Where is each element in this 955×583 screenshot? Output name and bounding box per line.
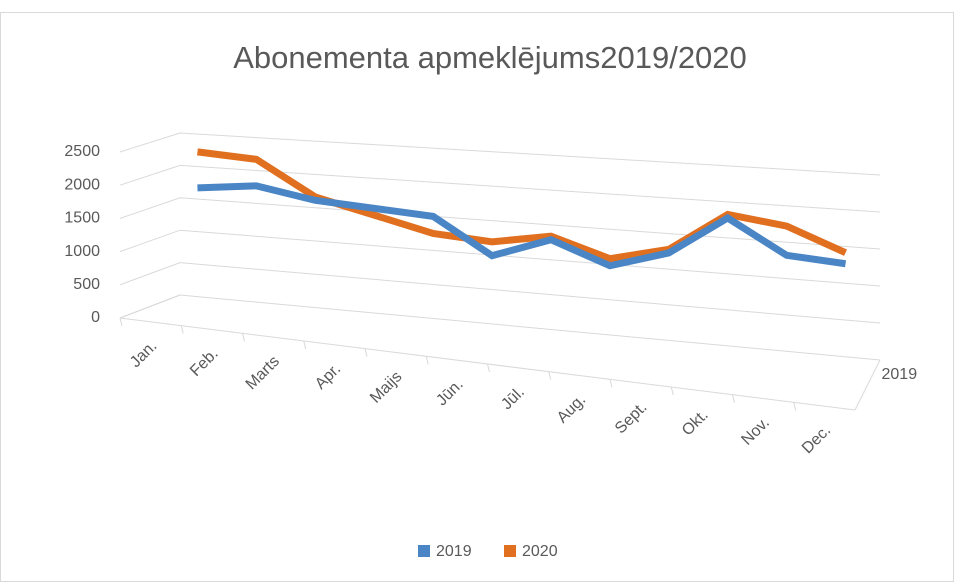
chart-title: Abonementa apmeklējums2019/2020: [233, 40, 747, 75]
series-line: [197, 148, 847, 263]
x-tick: [487, 363, 490, 373]
grid-line: [119, 229, 881, 287]
x-tick: [670, 386, 674, 396]
chart-frame: [0, 12, 954, 582]
x-tick: [303, 340, 307, 350]
x-tick: [180, 325, 184, 334]
y-tick-label: 500: [73, 276, 100, 293]
legend-swatch: [418, 545, 430, 557]
x-tick: [119, 317, 123, 327]
legend-label: 2020: [522, 543, 558, 560]
legend-label: 2019: [436, 543, 472, 560]
x-tick: [242, 333, 245, 342]
grid-line: [119, 132, 881, 176]
x-tick: [548, 371, 552, 380]
y-tick-label: 0: [91, 309, 100, 326]
depth-label: 2019: [882, 366, 918, 383]
grid-line: [119, 262, 881, 324]
legend-swatch: [504, 545, 516, 557]
grid-line: [119, 294, 881, 361]
x-tick: [364, 348, 368, 357]
x-tick: [793, 402, 797, 411]
grid-line: [119, 164, 881, 213]
y-tick-label: 1000: [64, 243, 100, 260]
y-tick-label: 2500: [64, 143, 100, 160]
grid-line: [119, 197, 881, 250]
y-tick-label: 1500: [64, 210, 100, 227]
x-tick: [732, 394, 735, 403]
series-line: [197, 182, 847, 270]
axis-line: [854, 359, 881, 411]
x-tick: [609, 379, 613, 388]
x-tick: [425, 356, 429, 365]
y-tick-label: 2000: [64, 176, 100, 193]
